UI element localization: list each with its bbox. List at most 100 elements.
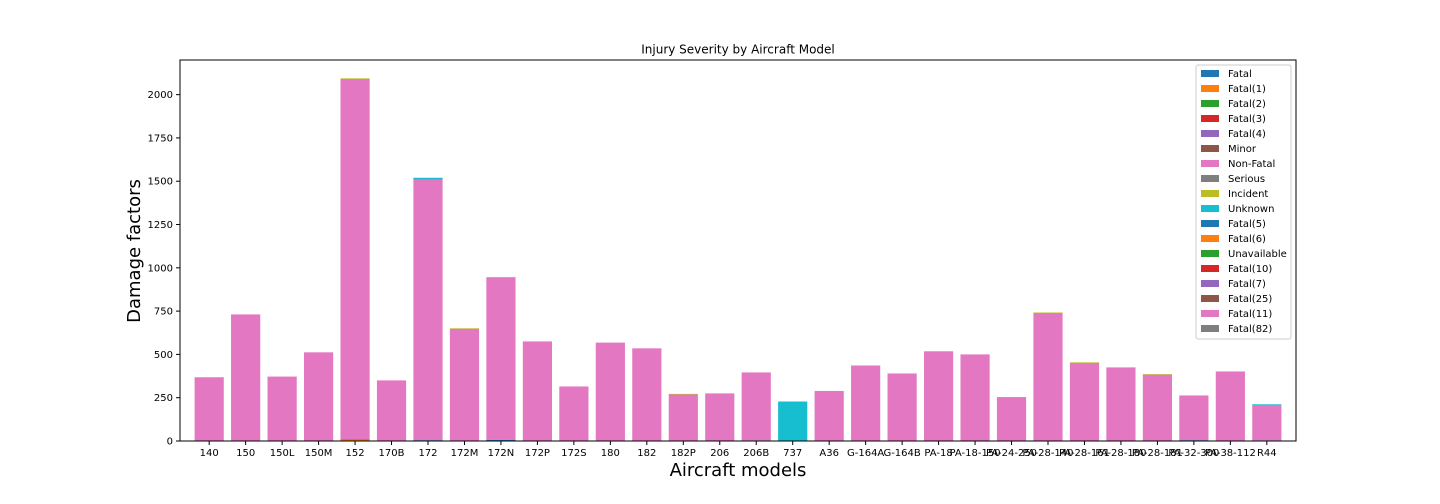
bar-R44-s9 [1252,404,1282,406]
x-tick-label: PA-18-150 [950,448,1001,459]
bars-layer [194,78,1282,442]
bar-PA-28-181-s6 [1142,374,1172,441]
x-tick-label: 150L [270,448,295,459]
bar-150L-s6 [267,376,297,441]
legend-label: Fatal(1) [1228,84,1266,95]
bar-PA-38-112-s8 [1215,371,1245,372]
x-tick-label: 172 [418,448,437,459]
bar-172-s6 [413,179,443,441]
y-axis-title: Damage factors [124,179,145,323]
bar-172S-s6 [559,386,589,441]
legend-swatch [1201,250,1219,257]
y-tick-label: 750 [154,307,173,318]
legend-swatch [1201,100,1219,107]
bar-152-s8 [340,78,370,79]
y-tick-label: 2000 [148,90,173,101]
bar-206B-s6 [741,372,771,441]
bar-G-164A-s6 [851,365,881,441]
x-tick-label: 172N [488,448,515,459]
x-tick-label: 172M [451,448,479,459]
x-tick-label: 170B [379,448,405,459]
bar-737-s9 [778,401,808,441]
legend-swatch [1201,70,1219,77]
legend-swatch [1201,160,1219,167]
bar-182-s6 [632,348,662,441]
bar-170B-s6 [376,380,407,441]
x-tick-label: 180 [601,448,620,459]
x-tick-label: A36 [819,448,839,459]
bar-PA-18-150-s6 [960,354,990,441]
y-tick-label: 250 [154,393,173,404]
legend-swatch [1201,325,1219,332]
legend-label: Fatal(4) [1228,129,1266,140]
legend-label: Fatal(11) [1228,309,1272,320]
x-tick-label: 140 [200,448,219,459]
x-tick-label: PA-38-112 [1205,448,1256,459]
y-tick-label: 1500 [148,177,173,188]
bar-PA-28-161-s6 [1069,362,1100,441]
legend-swatch [1201,310,1219,317]
legend-label: Minor [1228,144,1257,155]
legend-label: Incident [1228,189,1268,200]
legend-label: Non-Fatal [1228,159,1275,170]
y-tick-label: 1750 [148,133,173,144]
legend-swatch [1201,115,1219,122]
legend-label: Unknown [1228,204,1274,215]
x-tick-label: PA-32-300 [1168,448,1219,459]
legend-label: Serious [1228,174,1265,185]
legend-label: Unavailable [1228,249,1287,260]
plot-frame [179,59,1297,442]
legend-swatch [1201,190,1219,197]
legend-label: Fatal [1228,69,1252,80]
legend-label: Fatal(10) [1228,264,1272,275]
legend-swatch [1201,265,1219,272]
x-tick-label: 182 [637,448,656,459]
x-tick-label: 150M [305,448,333,459]
bar-PA-18-s6 [924,351,954,441]
x-tick-label: R44 [1257,448,1277,459]
x-tick-label: PA-28-161 [1059,448,1110,459]
legend-label: Fatal(5) [1228,219,1266,230]
bar-PA-38-112-s6 [1215,371,1245,441]
bar-172N-s6 [486,277,516,440]
bar-172M-s8 [449,328,480,329]
x-tick-label: G-164A [847,448,884,459]
legend-swatch [1201,235,1219,242]
legend-swatch [1201,205,1219,212]
y-tick-label: 1250 [148,220,173,231]
bar-PA-28-140-s8 [1033,312,1063,314]
bar-PA-24-250-s6 [996,397,1027,441]
x-tick-label: 206B [743,448,769,459]
x-tick-label: PA-28-180 [1095,448,1146,459]
legend-swatch [1201,280,1219,287]
bar-150M-s6 [304,352,334,441]
bar-172-s9 [413,177,443,180]
legend-swatch [1201,130,1219,137]
legend-label: Fatal(7) [1228,279,1266,290]
x-tick-label: 150 [236,448,255,459]
bar-182P-s8 [668,393,698,395]
bar-150-s6 [231,314,261,441]
bar-G-164B-s6 [887,373,917,441]
bar-R44-s6 [1252,405,1282,441]
bar-PA-28-140-s6 [1033,312,1063,441]
legend-label: Fatal(6) [1228,234,1266,245]
legend-label: Fatal(82) [1228,324,1272,335]
axes-layer: 0 250 500 750 1000 1250 1500 1750 2000 140 150 150L… [148,59,1297,459]
bar-PA-28-161-s8 [1069,362,1100,363]
x-tick-label: G-164B [883,448,920,459]
legend-swatch [1201,85,1219,92]
bar-152-s1 [340,439,370,441]
bar-PA-24-250-s8 [996,397,1027,398]
bar-140-s6 [194,377,224,441]
x-tick-label: PA-28-140 [1022,448,1073,459]
bar-172M-s6 [449,328,480,441]
bar-152-s2 [340,439,370,441]
x-tick-label: 737 [783,448,802,459]
x-axis-title: Aircraft models [670,460,807,481]
legend-label: Fatal(3) [1228,114,1266,125]
y-tick-label: 1000 [148,263,173,274]
legend-swatch [1201,295,1219,302]
legend-swatch [1201,175,1219,182]
